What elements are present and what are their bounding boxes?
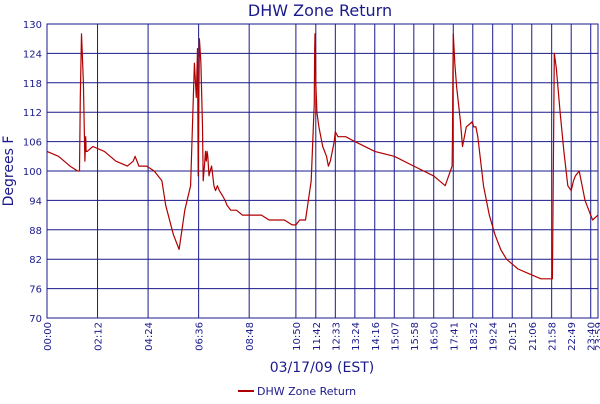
x-tick-label: 13:24: [351, 322, 362, 351]
x-tick-label: 19:24: [489, 322, 500, 351]
x-tick-label: 15:07: [390, 322, 401, 351]
x-tick-label: 21:58: [548, 322, 559, 351]
x-tick-label: 02:12: [94, 322, 105, 351]
y-tick-label: 106: [23, 138, 42, 149]
legend-label: DHW Zone Return: [257, 385, 356, 398]
y-axis-ticks: 70 76 82 88 94 100 106 112 118 124 130: [23, 20, 42, 325]
y-tick-label: 82: [29, 255, 42, 266]
series-line-dhw-zone-return: [46, 33, 599, 280]
x-tick-label: 21:06: [528, 322, 539, 351]
x-tick-label: 20:15: [508, 322, 519, 351]
x-tick-label: 14:16: [371, 322, 382, 351]
x-tick-label: 18:32: [469, 322, 480, 351]
x-tick-label: 23:40: [587, 322, 598, 351]
y-axis-title: Degrees F: [1, 136, 17, 207]
x-tick-label: 10:50: [292, 322, 303, 351]
x-tick-label: 11:42: [312, 322, 323, 351]
y-tick-label: 100: [23, 167, 42, 178]
y-tick-label: 76: [29, 285, 42, 296]
x-tick-label: 06:36: [195, 322, 206, 351]
plot-frame: [46, 23, 599, 319]
legend: DHW Zone Return: [238, 385, 356, 398]
x-tick-label: 04:24: [144, 322, 155, 351]
x-axis-title: 03/17/09 (EST): [270, 360, 375, 376]
chart-title: DHW Zone Return: [248, 1, 392, 20]
series-layer: [46, 33, 599, 280]
y-tick-label: 112: [23, 108, 42, 119]
x-tick-label: 16:50: [430, 322, 441, 351]
y-tick-label: 88: [29, 226, 42, 237]
y-tick-label: 130: [23, 20, 42, 31]
y-tick-label: 118: [23, 79, 42, 90]
x-tick-label: 00:00: [43, 322, 54, 351]
x-tick-label: 22:49: [567, 322, 578, 351]
x-tick-label: 23:59: [594, 322, 600, 351]
y-tick-label: 70: [29, 314, 42, 325]
x-tick-label: 08:48: [245, 322, 256, 351]
x-axis-ticks: 00:00 02:12 04:24 06:36 08:48 10:50 11:42 12:33…: [43, 322, 600, 351]
x-tick-label: 15:58: [410, 322, 421, 351]
y-tick-label: 94: [29, 196, 42, 207]
x-tick-label: 12:33: [331, 322, 342, 351]
y-tick-label: 124: [23, 49, 42, 60]
x-tick-label: 17:41: [449, 322, 460, 351]
